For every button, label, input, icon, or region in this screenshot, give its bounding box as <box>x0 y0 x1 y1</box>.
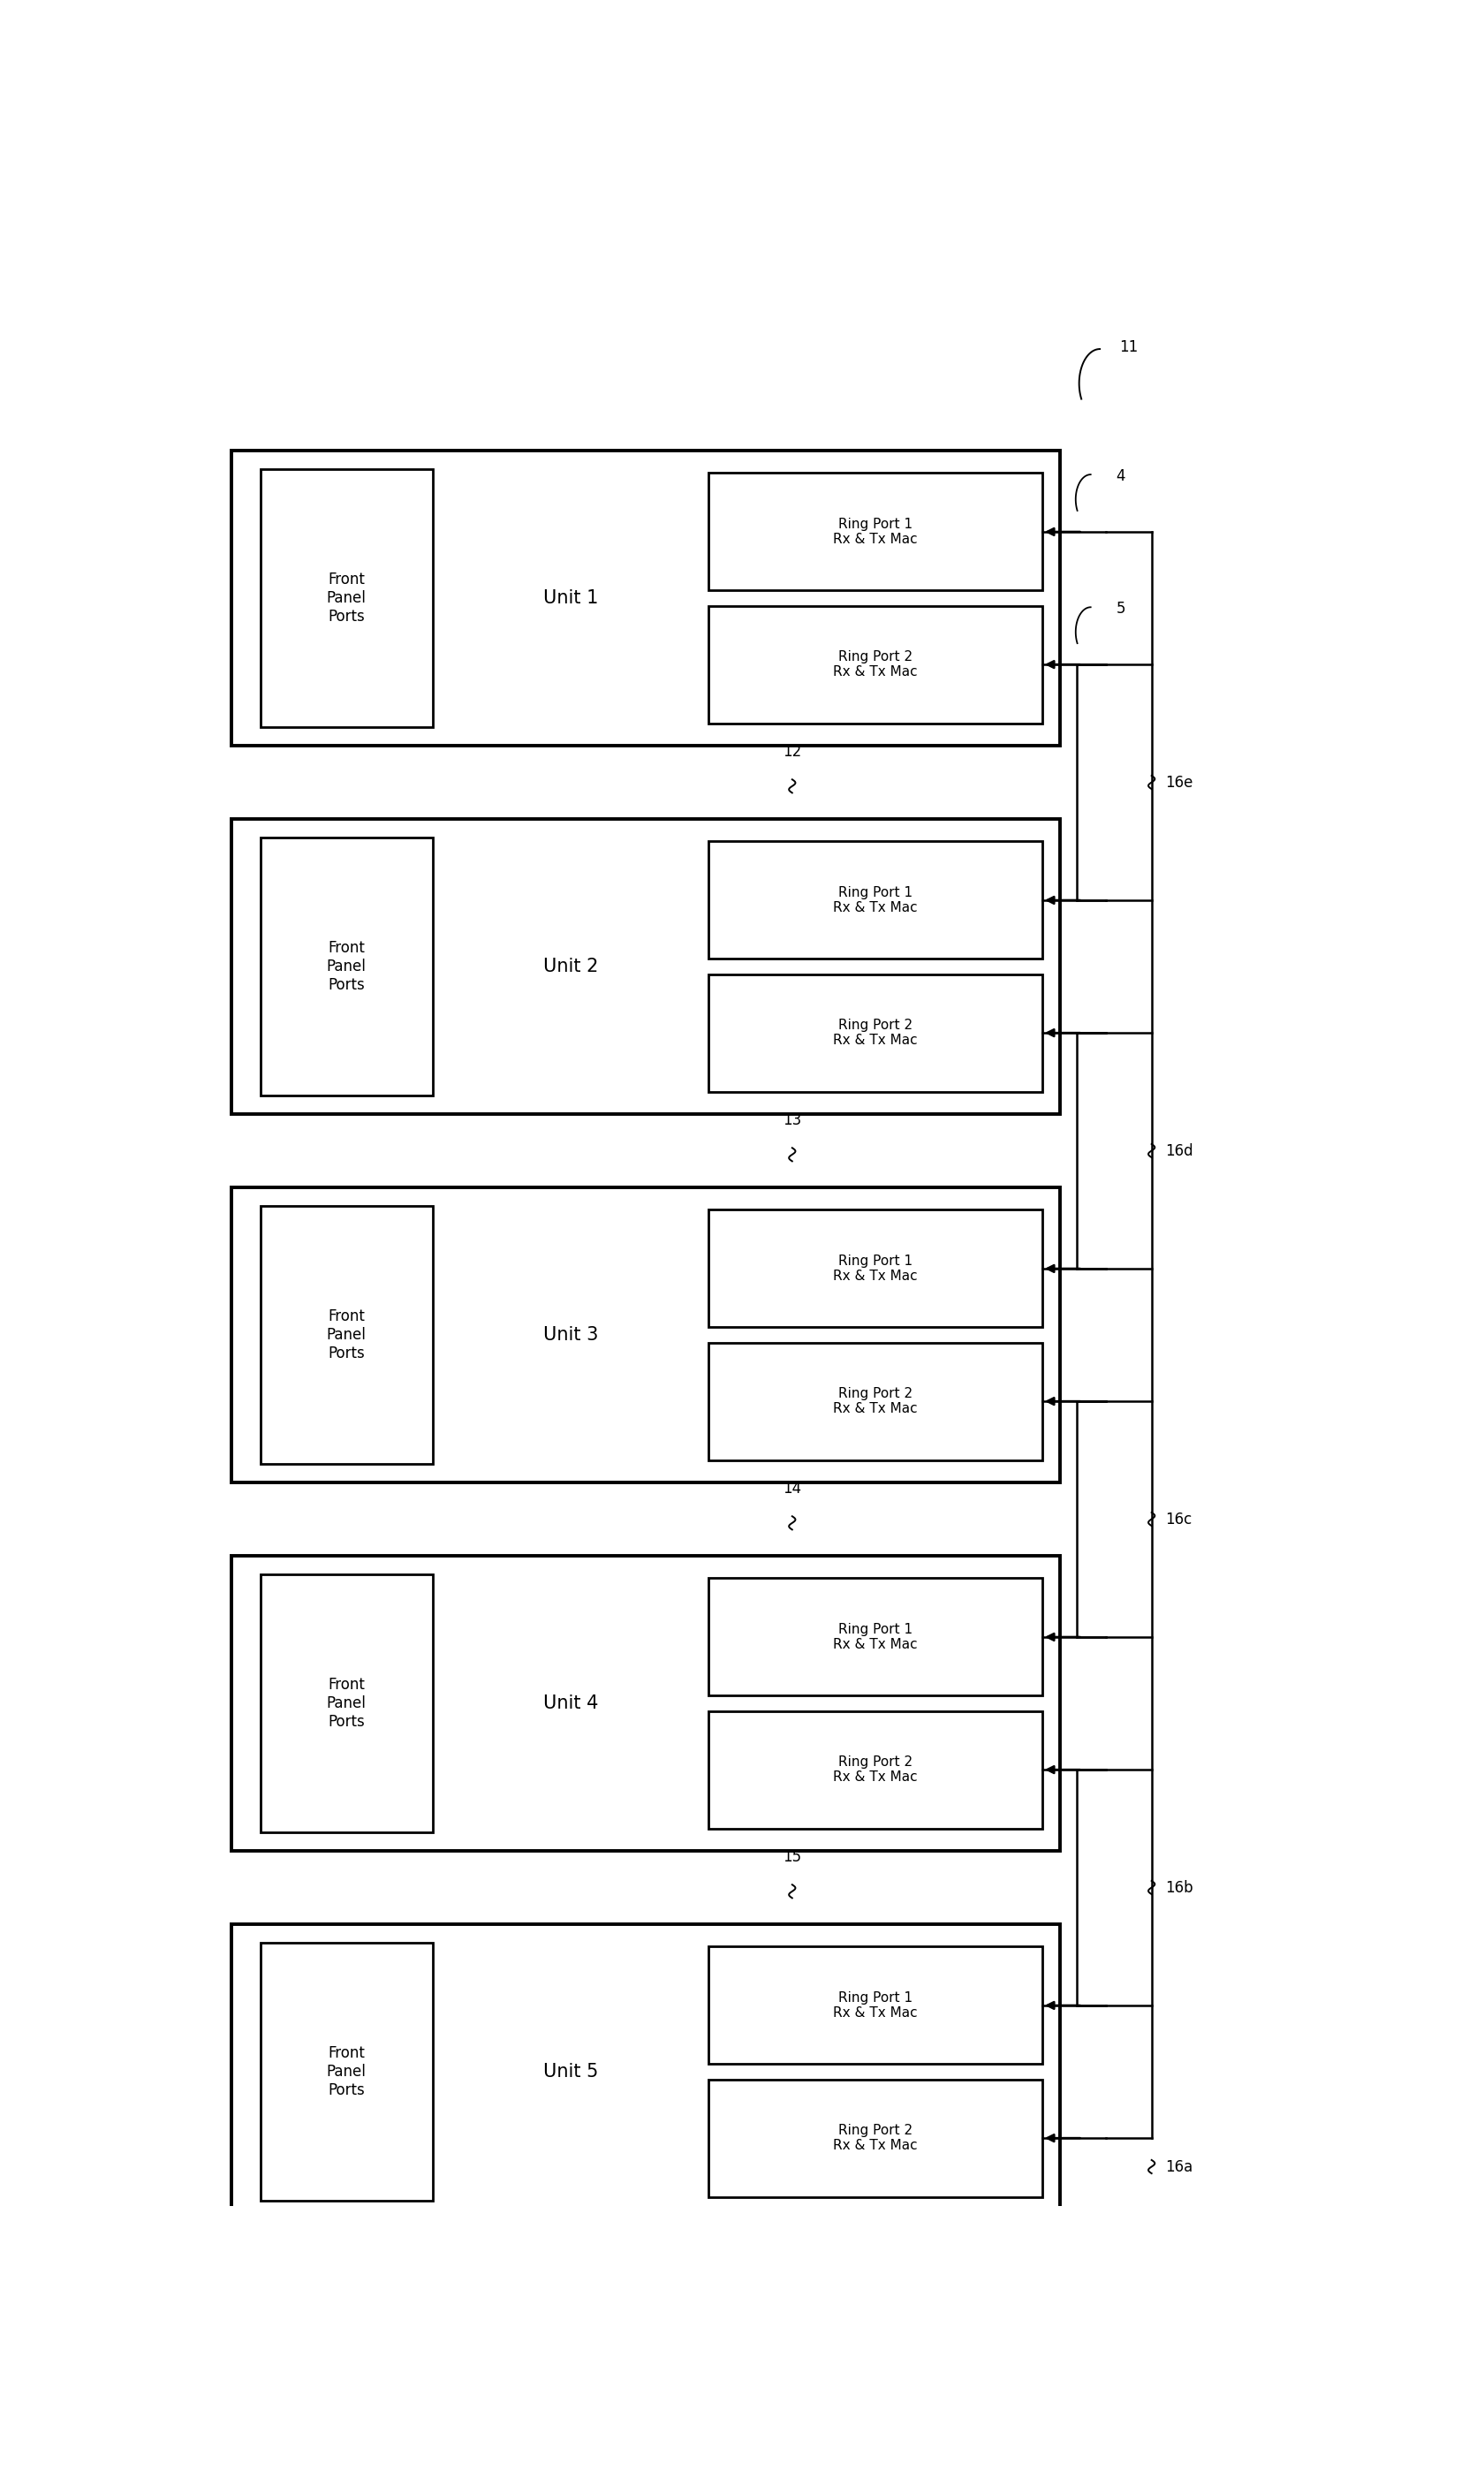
Bar <box>232 1924 1060 2219</box>
Bar <box>232 1554 1060 1852</box>
Bar <box>232 818 1060 1116</box>
Text: 4: 4 <box>1116 469 1125 483</box>
Text: Unit 1: Unit 1 <box>543 590 598 607</box>
Text: Ring Port 2
Rx & Tx Mac: Ring Port 2 Rx & Tx Mac <box>834 1019 917 1046</box>
Bar <box>260 838 433 1096</box>
Bar <box>260 469 433 726</box>
Text: 16a: 16a <box>1165 2159 1193 2174</box>
Text: 15: 15 <box>784 1849 801 1864</box>
Text: Front
Panel
Ports: Front Panel Ports <box>326 2045 367 2097</box>
Bar <box>709 1711 1042 1830</box>
Text: Ring Port 2
Rx & Tx Mac: Ring Port 2 Rx & Tx Mac <box>834 649 917 679</box>
Text: 5: 5 <box>1116 600 1125 617</box>
Bar <box>709 1579 1042 1696</box>
Text: 13: 13 <box>782 1113 801 1128</box>
Text: Front
Panel
Ports: Front Panel Ports <box>326 940 367 994</box>
Text: Ring Port 1
Rx & Tx Mac: Ring Port 1 Rx & Tx Mac <box>834 1624 917 1651</box>
Bar <box>232 1187 1060 1482</box>
Text: Ring Port 2
Rx & Tx Mac: Ring Port 2 Rx & Tx Mac <box>834 1755 917 1785</box>
Bar <box>709 605 1042 724</box>
Text: Ring Port 1
Rx & Tx Mac: Ring Port 1 Rx & Tx Mac <box>834 518 917 545</box>
Bar <box>709 1210 1042 1326</box>
Text: 14: 14 <box>784 1480 801 1497</box>
Bar <box>260 1944 433 2201</box>
Bar <box>260 1207 433 1463</box>
Text: 12: 12 <box>782 744 801 759</box>
Text: Front
Panel
Ports: Front Panel Ports <box>326 1676 367 1730</box>
Text: 16e: 16e <box>1165 773 1193 791</box>
Text: Ring Port 2
Rx & Tx Mac: Ring Port 2 Rx & Tx Mac <box>834 2125 917 2152</box>
Text: Unit 3: Unit 3 <box>543 1326 598 1344</box>
Bar <box>232 451 1060 746</box>
Text: 16b: 16b <box>1165 1879 1193 1896</box>
Bar <box>709 840 1042 959</box>
Bar <box>709 2080 1042 2196</box>
Text: Ring Port 1
Rx & Tx Mac: Ring Port 1 Rx & Tx Mac <box>834 1254 917 1284</box>
Text: Ring Port 1
Rx & Tx Mac: Ring Port 1 Rx & Tx Mac <box>834 1991 917 2020</box>
Bar <box>709 473 1042 590</box>
Text: Unit 5: Unit 5 <box>543 2063 598 2080</box>
Text: 16c: 16c <box>1165 1512 1192 1527</box>
Text: 16d: 16d <box>1165 1143 1193 1158</box>
Bar <box>709 974 1042 1091</box>
Text: Ring Port 2
Rx & Tx Mac: Ring Port 2 Rx & Tx Mac <box>834 1386 917 1416</box>
Bar <box>260 1574 433 1832</box>
Text: Unit 4: Unit 4 <box>543 1696 598 1713</box>
Text: Unit 2: Unit 2 <box>543 957 598 974</box>
Text: Front
Panel
Ports: Front Panel Ports <box>326 573 367 625</box>
Text: 11: 11 <box>1119 340 1138 354</box>
Text: Front
Panel
Ports: Front Panel Ports <box>326 1309 367 1361</box>
Bar <box>709 1344 1042 1460</box>
Bar <box>709 1946 1042 2065</box>
Text: Ring Port 1
Rx & Tx Mac: Ring Port 1 Rx & Tx Mac <box>834 885 917 915</box>
